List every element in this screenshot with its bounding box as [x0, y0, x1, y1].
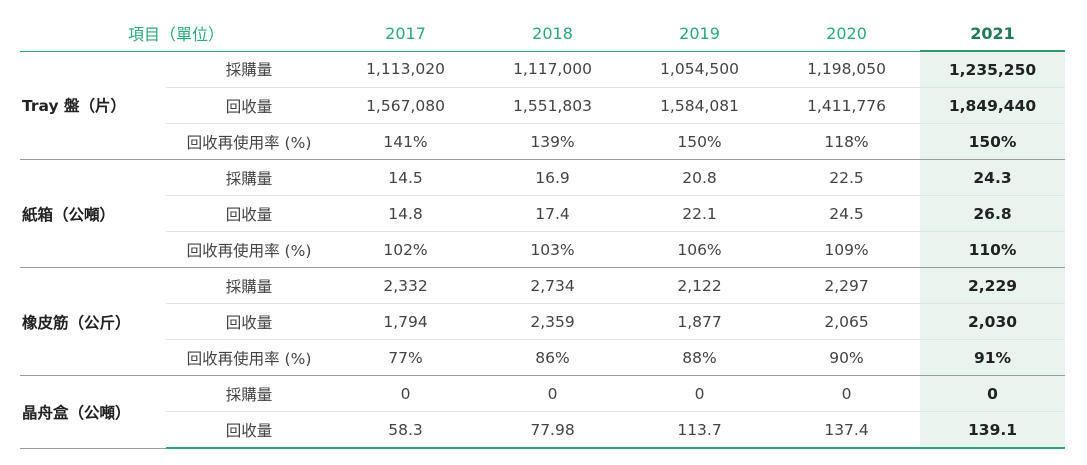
value-cell-2021: 91%: [920, 339, 1066, 376]
header-year-2017: 2017: [332, 16, 480, 52]
header-year-2019: 2019: [626, 16, 774, 52]
item-label: 回收量: [166, 411, 333, 449]
value-cell-2019: 22.1: [626, 195, 774, 232]
table-row: 回收再使用率 (%) 141% 139% 150% 118% 150%: [20, 123, 1066, 160]
table-row: 回收量 1,567,080 1,551,803 1,584,081 1,411,776 1…: [20, 87, 1066, 124]
header-year-2021: 2021: [920, 16, 1066, 52]
value-cell-2019: 113.7: [626, 411, 774, 449]
item-label: 回收量: [166, 195, 333, 232]
value-cell-2019: 2,122: [626, 267, 774, 304]
value-cell-2018: 86%: [479, 339, 627, 376]
value-cell-2020: 22.5: [773, 159, 921, 196]
value-cell-2017: 14.5: [332, 159, 480, 196]
recycling-table-container: 項目（單位） 2017 2018 2019 2020 2021 Tray 盤（片…: [20, 16, 1066, 449]
header-row: 項目（單位） 2017 2018 2019 2020 2021: [20, 16, 1066, 52]
header-year-2020: 2020: [773, 16, 921, 52]
table-row: 橡皮筋（公斤） 採購量 2,332 2,734 2,122 2,297 2,229: [20, 267, 1066, 376]
value-cell-2021: 26.8: [920, 195, 1066, 232]
value-cell-2018: 2,734: [479, 267, 627, 304]
table-row: 回收量 14.8 17.4 22.1 24.5 26.8: [20, 195, 1066, 232]
value-cell-2019: 0: [626, 375, 774, 412]
category-label: 紙箱（公噸）: [20, 159, 166, 268]
item-label: 回收量: [166, 87, 333, 124]
header-item-label: 項目（單位）: [20, 16, 333, 52]
table-row: 回收再使用率 (%) 102% 103% 106% 109% 110%: [20, 231, 1066, 268]
value-cell-2020: 24.5: [773, 195, 921, 232]
item-label: 採購量: [166, 267, 333, 304]
table-row: Tray 盤（片） 採購量 1,113,020 1,117,000 1,054,500 1…: [20, 51, 1066, 160]
value-cell-2018: 16.9: [479, 159, 627, 196]
item-label: 採購量: [166, 375, 333, 412]
value-cell-2018: 103%: [479, 231, 627, 268]
value-cell-2021: 24.3: [920, 159, 1066, 196]
value-cell-2017: 14.8: [332, 195, 480, 232]
value-cell-2021: 110%: [920, 231, 1066, 268]
value-cell-2019: 1,584,081: [626, 87, 774, 124]
value-cell-2017: 1,113,020: [332, 51, 480, 88]
value-cell-2021: 2,229: [920, 267, 1066, 304]
value-cell-2020: 1,198,050: [773, 51, 921, 88]
table-row: 回收量 58.3 77.98 113.7 137.4 139.1: [20, 411, 1066, 449]
value-cell-2017: 2,332: [332, 267, 480, 304]
item-label: 回收再使用率 (%): [166, 123, 333, 160]
value-cell-2017: 77%: [332, 339, 480, 376]
value-cell-2019: 20.8: [626, 159, 774, 196]
table-row: 回收再使用率 (%) 77% 86% 88% 90% 91%: [20, 339, 1066, 376]
table-body: Tray 盤（片） 採購量 1,113,020 1,117,000 1,054,500 1…: [20, 51, 1066, 449]
value-cell-2017: 1,794: [332, 303, 480, 340]
value-cell-2020: 0: [773, 375, 921, 412]
value-cell-2020: 2,065: [773, 303, 921, 340]
header-year-2018: 2018: [479, 16, 627, 52]
value-cell-2017: 1,567,080: [332, 87, 480, 124]
value-cell-2018: 0: [479, 375, 627, 412]
value-cell-2017: 0: [332, 375, 480, 412]
table-row: 回收量 1,794 2,359 1,877 2,065 2,030: [20, 303, 1066, 340]
item-label: 回收再使用率 (%): [166, 231, 333, 268]
value-cell-2021: 2,030: [920, 303, 1066, 340]
table-row: 紙箱（公噸） 採購量 14.5 16.9 20.8 22.5 24.3: [20, 159, 1066, 268]
value-cell-2021: 139.1: [920, 411, 1066, 449]
value-cell-2018: 17.4: [479, 195, 627, 232]
item-label: 回收量: [166, 303, 333, 340]
item-label: 回收再使用率 (%): [166, 339, 333, 376]
value-cell-2017: 58.3: [332, 411, 480, 449]
value-cell-2021: 150%: [920, 123, 1066, 160]
category-label: Tray 盤（片）: [20, 51, 166, 160]
value-cell-2019: 106%: [626, 231, 774, 268]
value-cell-2019: 1,877: [626, 303, 774, 340]
value-cell-2020: 2,297: [773, 267, 921, 304]
category-label: 橡皮筋（公斤）: [20, 267, 166, 376]
value-cell-2019: 88%: [626, 339, 774, 376]
value-cell-2018: 1,117,000: [479, 51, 627, 88]
table-row: 晶舟盒（公噸） 採購量 0 0 0 0 0: [20, 375, 1066, 449]
value-cell-2021: 1,235,250: [920, 51, 1066, 88]
value-cell-2021: 1,849,440: [920, 87, 1066, 124]
value-cell-2020: 90%: [773, 339, 921, 376]
value-cell-2020: 1,411,776: [773, 87, 921, 124]
value-cell-2018: 2,359: [479, 303, 627, 340]
value-cell-2018: 1,551,803: [479, 87, 627, 124]
value-cell-2017: 141%: [332, 123, 480, 160]
item-label: 採購量: [166, 51, 333, 88]
category-label: 晶舟盒（公噸）: [20, 375, 166, 449]
value-cell-2021: 0: [920, 375, 1066, 412]
value-cell-2018: 139%: [479, 123, 627, 160]
value-cell-2017: 102%: [332, 231, 480, 268]
value-cell-2018: 77.98: [479, 411, 627, 449]
item-label: 採購量: [166, 159, 333, 196]
value-cell-2020: 137.4: [773, 411, 921, 449]
recycling-table: 項目（單位） 2017 2018 2019 2020 2021 Tray 盤（片…: [20, 16, 1066, 449]
value-cell-2020: 118%: [773, 123, 921, 160]
value-cell-2020: 109%: [773, 231, 921, 268]
value-cell-2019: 150%: [626, 123, 774, 160]
value-cell-2019: 1,054,500: [626, 51, 774, 88]
